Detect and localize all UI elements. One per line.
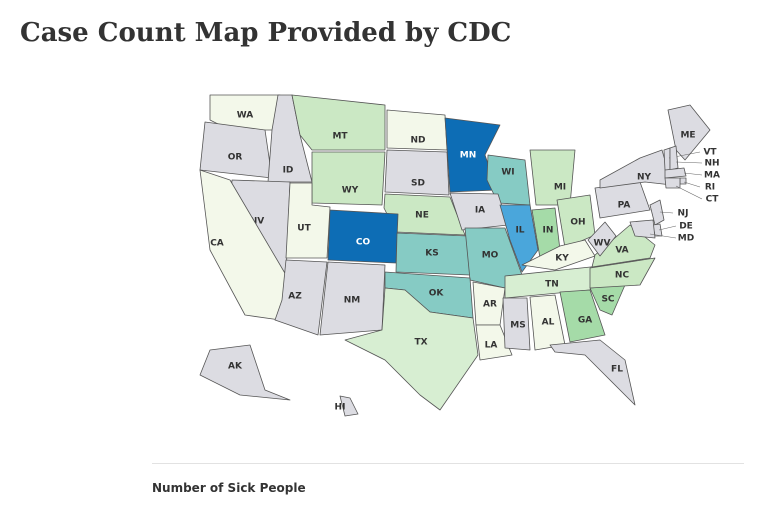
state-label: ME — [680, 131, 695, 141]
state-label: DE — [679, 222, 693, 232]
state-shape — [664, 167, 687, 179]
state-shape — [486, 154, 531, 206]
state-label: AL — [542, 318, 555, 328]
state-label: OR — [228, 153, 243, 163]
state-label: WA — [237, 111, 254, 121]
state-label: PA — [618, 201, 631, 211]
state-shape — [383, 193, 466, 236]
state-label: ND — [410, 136, 425, 146]
state-label: NE — [415, 211, 429, 221]
state-label: TX — [414, 338, 427, 348]
state-shape — [502, 297, 531, 351]
state-label: NJ — [678, 209, 689, 219]
state-label: FL — [611, 365, 623, 375]
state-label: NV — [250, 217, 265, 227]
state-label: ID — [283, 166, 294, 176]
state-label: NM — [344, 296, 361, 306]
state-label: CA — [210, 239, 224, 249]
state-shape — [274, 259, 328, 336]
state-label: NC — [615, 271, 630, 281]
state-shape — [559, 289, 606, 343]
state-shape — [669, 145, 679, 171]
state-label: KS — [425, 249, 438, 259]
state-label: WI — [501, 168, 514, 178]
leader-line — [649, 233, 677, 239]
state-shape — [629, 219, 656, 239]
state-shape — [291, 94, 386, 151]
state-label: MS — [510, 321, 525, 331]
state-label: VT — [703, 148, 717, 158]
state-label: IL — [515, 226, 524, 236]
leader-line — [675, 161, 703, 164]
state-label: VA — [615, 246, 628, 256]
state-shape — [521, 239, 596, 271]
state-shape — [327, 209, 399, 264]
state-shape — [664, 177, 681, 189]
state-shape — [589, 257, 656, 289]
state-shape — [285, 182, 331, 259]
state-shape — [529, 149, 576, 206]
divider — [152, 463, 744, 464]
state-label: WV — [594, 239, 611, 249]
state-shape — [679, 177, 687, 185]
state-shape — [339, 395, 359, 417]
page-title: Case Count Map Provided by CDC — [20, 18, 512, 48]
state-label: WY — [342, 186, 359, 196]
state-label: MN — [460, 151, 477, 161]
state-shape — [475, 324, 513, 361]
state-label: GA — [578, 316, 592, 326]
state-shape — [649, 199, 665, 226]
state-shape — [384, 149, 450, 196]
leader-line — [675, 185, 703, 200]
state-label: KY — [555, 254, 569, 264]
legend-title: Number of Sick People — [152, 481, 306, 495]
state-shape — [587, 221, 617, 257]
state-label: MI — [554, 183, 566, 193]
us-map: WA OR ID MT WY ND SD NE MN WI IA IL IN MI OH PA NY ME NV CA… — [199, 94, 720, 417]
state-label: MO — [482, 251, 499, 261]
state-label: OK — [429, 289, 445, 299]
state-label: CO — [356, 238, 371, 248]
state-label: NH — [704, 159, 719, 169]
leader-line — [683, 172, 703, 176]
state-label: AR — [483, 300, 497, 310]
state-label: SC — [601, 295, 614, 305]
state-label: IA — [475, 206, 485, 216]
state-label: NY — [637, 173, 652, 183]
state-shape — [311, 151, 386, 206]
state-label: UT — [297, 224, 311, 234]
state-shape — [199, 344, 291, 401]
state-label: OH — [570, 218, 585, 228]
state-shape — [667, 104, 711, 161]
state-label: IN — [543, 226, 554, 236]
state-label: SD — [411, 179, 425, 189]
leader-line — [683, 181, 701, 188]
state-label: CT — [706, 195, 720, 205]
state-shape — [549, 339, 636, 406]
state-shape — [199, 121, 273, 179]
state-label: AK — [228, 362, 243, 372]
state-label: RI — [705, 183, 715, 193]
state-label: LA — [485, 341, 498, 351]
state-label: MD — [678, 234, 694, 244]
leader-line — [659, 211, 674, 214]
leader-line — [658, 225, 677, 231]
state-label: MT — [332, 132, 348, 142]
state-shape — [663, 147, 671, 171]
state-label: TN — [545, 280, 559, 290]
state-label: AZ — [288, 292, 302, 302]
state-shape — [344, 287, 479, 411]
state-label: MA — [704, 171, 720, 181]
state-label: HI — [335, 403, 346, 413]
